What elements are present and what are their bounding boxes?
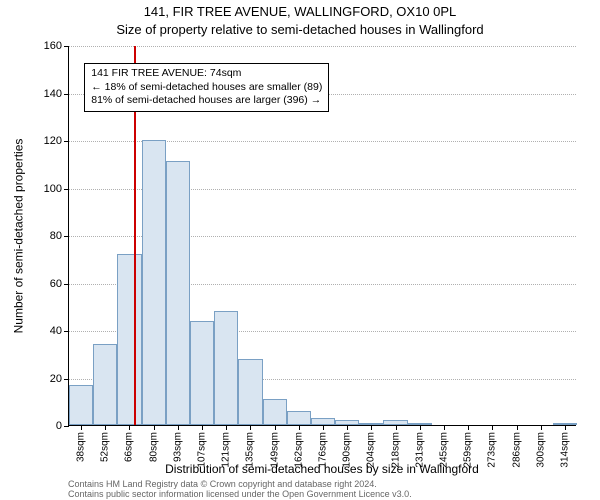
histogram-bar	[117, 254, 141, 425]
x-tick-mark	[275, 425, 276, 430]
histogram-bar	[166, 161, 190, 425]
x-tick-label: 80sqm	[148, 432, 159, 462]
x-tick-mark	[226, 425, 227, 430]
y-tick-label: 120	[32, 135, 62, 147]
x-tick-mark	[347, 425, 348, 430]
grid-line	[69, 46, 576, 47]
y-tick-label: 40	[32, 325, 62, 337]
y-tick-mark	[64, 189, 69, 190]
y-tick-label: 160	[32, 40, 62, 52]
x-tick-mark	[178, 425, 179, 430]
x-tick-mark	[371, 425, 372, 430]
histogram-bar	[69, 385, 93, 425]
chart-title-subtitle: Size of property relative to semi-detach…	[0, 22, 600, 37]
histogram-bar	[263, 399, 287, 425]
plot-area: 38sqm52sqm66sqm80sqm93sqm107sqm121sqm135…	[68, 46, 576, 426]
x-tick-mark	[129, 425, 130, 430]
y-tick-mark	[64, 236, 69, 237]
y-tick-label: 80	[32, 230, 62, 242]
x-tick-mark	[396, 425, 397, 430]
x-tick-mark	[202, 425, 203, 430]
x-tick-label: 38sqm	[76, 432, 87, 462]
x-tick-mark	[565, 425, 566, 430]
y-tick-mark	[64, 331, 69, 332]
y-tick-mark	[64, 46, 69, 47]
x-tick-mark	[323, 425, 324, 430]
info-box-line: 81% of semi-detached houses are larger (…	[91, 94, 322, 108]
y-tick-label: 100	[32, 183, 62, 195]
histogram-bar	[142, 140, 166, 425]
x-tick-mark	[299, 425, 300, 430]
info-box-line: 141 FIR TREE AVENUE: 74sqm	[91, 67, 322, 81]
chart-title-address: 141, FIR TREE AVENUE, WALLINGFORD, OX10 …	[0, 4, 600, 19]
x-tick-label: 52sqm	[100, 432, 111, 462]
y-tick-label: 60	[32, 278, 62, 290]
x-tick-mark	[517, 425, 518, 430]
x-tick-mark	[420, 425, 421, 430]
y-tick-label: 0	[32, 420, 62, 432]
x-tick-mark	[492, 425, 493, 430]
x-tick-label: 66sqm	[124, 432, 135, 462]
histogram-bar	[93, 344, 117, 425]
copyright-text: Contains HM Land Registry data © Crown c…	[68, 480, 576, 500]
x-axis-label: Distribution of semi-detached houses by …	[68, 462, 576, 476]
histogram-bar	[190, 321, 214, 426]
x-tick-mark	[541, 425, 542, 430]
y-tick-mark	[64, 284, 69, 285]
info-box-line: ← 18% of semi-detached houses are smalle…	[91, 81, 322, 95]
y-tick-mark	[64, 426, 69, 427]
x-tick-mark	[468, 425, 469, 430]
x-tick-mark	[81, 425, 82, 430]
y-tick-label: 20	[32, 373, 62, 385]
y-tick-label: 140	[32, 88, 62, 100]
x-tick-mark	[444, 425, 445, 430]
info-box: 141 FIR TREE AVENUE: 74sqm← 18% of semi-…	[84, 63, 329, 112]
x-tick-mark	[250, 425, 251, 430]
x-tick-label: 93sqm	[172, 432, 183, 462]
histogram-bar	[214, 311, 238, 425]
y-axis-label: Number of semi-detached properties	[10, 46, 26, 426]
y-tick-mark	[64, 379, 69, 380]
histogram-bar	[238, 359, 262, 426]
histogram-bar	[287, 411, 311, 425]
x-tick-mark	[154, 425, 155, 430]
y-tick-mark	[64, 141, 69, 142]
y-tick-mark	[64, 94, 69, 95]
chart-container: 141, FIR TREE AVENUE, WALLINGFORD, OX10 …	[0, 0, 600, 500]
histogram-bar	[311, 418, 335, 425]
x-tick-mark	[105, 425, 106, 430]
